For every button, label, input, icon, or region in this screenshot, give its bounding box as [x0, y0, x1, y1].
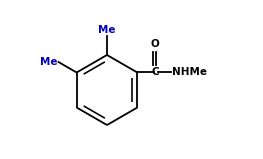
Text: NHMe: NHMe [172, 67, 207, 77]
Text: C: C [151, 67, 159, 77]
Text: Me: Me [40, 57, 58, 67]
Text: Me: Me [98, 25, 116, 35]
Text: O: O [150, 39, 159, 49]
